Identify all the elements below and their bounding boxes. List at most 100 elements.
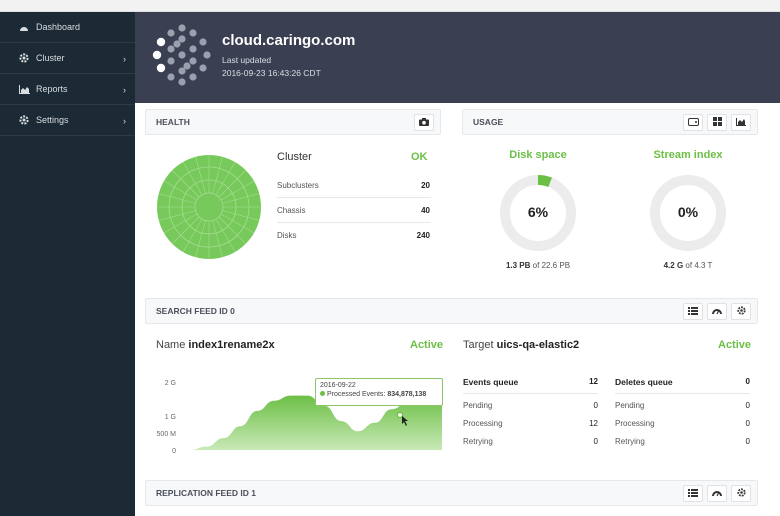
chart-icon xyxy=(18,84,30,94)
dashboard-view-button[interactable] xyxy=(707,303,727,320)
gauge-fill xyxy=(537,175,552,188)
tooltip-body: Processed Events: 834,878,138 xyxy=(320,391,438,398)
sidebar-item-settings[interactable]: Settings › xyxy=(0,105,135,136)
logo-dot xyxy=(189,45,197,53)
logo-dot xyxy=(178,24,186,32)
chassis-label: Chassis xyxy=(277,206,306,215)
search-feed-header: SEARCH FEED ID 0 xyxy=(145,298,758,324)
sidebar-item-reports[interactable]: Reports › xyxy=(0,74,135,105)
sidebar-item-label: Settings xyxy=(36,115,69,125)
logo-dot xyxy=(189,57,197,65)
sidebar-item-label: Cluster xyxy=(36,53,65,63)
events-pending-label: Pending xyxy=(463,401,493,410)
list-icon xyxy=(688,488,698,499)
logo-dot xyxy=(167,73,175,81)
events-retrying-value: 0 xyxy=(593,437,598,446)
processed-events-chart: 2 G 1 G 500 M 0 xyxy=(150,372,450,467)
hard-drive-icon xyxy=(687,117,699,128)
disks-value: 240 xyxy=(416,231,430,240)
chevron-right-icon: › xyxy=(123,116,126,126)
list-view-button[interactable] xyxy=(683,485,703,502)
usage-title: USAGE xyxy=(473,117,504,127)
sunburst-segment xyxy=(163,213,198,234)
deletes-processing-label: Processing xyxy=(615,419,655,428)
logo-dot xyxy=(203,51,211,59)
events-retrying-label: Retrying xyxy=(463,437,493,446)
camera-button[interactable] xyxy=(414,114,434,131)
sunburst-segment xyxy=(218,170,246,198)
cluster-label: Cluster xyxy=(277,151,312,163)
stream-index-title: Stream index xyxy=(653,149,723,161)
disks-label: Disks xyxy=(277,231,297,240)
y-tick-label: 500 M xyxy=(157,431,177,438)
deletes-retrying-value: 0 xyxy=(745,437,750,446)
health-panel-header: HEALTH xyxy=(145,109,441,135)
disk-space-gauge xyxy=(498,173,578,258)
gear-icon xyxy=(18,53,30,63)
logo-dot xyxy=(189,73,197,81)
y-tick-label: 1 G xyxy=(165,414,176,421)
events-pending-value: 0 xyxy=(593,401,598,410)
sunburst-segment xyxy=(222,193,260,204)
caringo-logo-icon xyxy=(149,22,215,93)
sunburst-segment xyxy=(195,156,206,194)
chevron-right-icon: › xyxy=(123,54,126,64)
sidebar-item-dashboard[interactable]: Dashboard xyxy=(0,12,135,43)
logo-dot xyxy=(167,57,175,65)
settings-button[interactable] xyxy=(731,485,751,502)
sunburst-segment xyxy=(158,210,196,221)
logo-dot xyxy=(156,37,166,47)
stream-index-percent: 0% xyxy=(677,204,699,220)
logo-dot xyxy=(178,78,186,86)
gear-icon xyxy=(736,488,746,499)
replication-feed-header: REPLICATION FEED ID 1 xyxy=(145,480,758,506)
sunburst-segment xyxy=(212,220,223,258)
sidebar-item-label: Dashboard xyxy=(36,22,81,32)
logo-dot xyxy=(178,51,186,59)
y-tick-label: 0 xyxy=(172,448,176,455)
disk-view-button[interactable] xyxy=(683,114,703,131)
subclusters-value: 20 xyxy=(421,181,430,190)
feed-target: Target uics-qa-elastic2 xyxy=(463,339,580,351)
dashboard-view-button[interactable] xyxy=(707,485,727,502)
sunburst-segment xyxy=(220,180,255,201)
divider xyxy=(277,222,431,223)
stream-index-caption: 4.2 G of 4.3 T xyxy=(663,261,713,270)
speedometer-icon xyxy=(712,489,722,499)
disk-space-percent: 6% xyxy=(527,204,549,220)
replication-feed-title: REPLICATION FEED ID 1 xyxy=(156,488,256,498)
sunburst-segment xyxy=(182,218,203,253)
deletes-pending-label: Pending xyxy=(615,401,645,410)
list-view-button[interactable] xyxy=(683,303,703,320)
events-queue-total: 12 xyxy=(589,377,598,386)
settings-button[interactable] xyxy=(731,303,751,320)
events-queue-title: Events queue xyxy=(463,377,519,387)
divider xyxy=(463,393,598,394)
gear-icon xyxy=(736,306,746,317)
sunburst-segment xyxy=(222,210,260,221)
sunburst-segment xyxy=(215,218,236,253)
events-processing-label: Processing xyxy=(463,419,503,428)
sunburst-segment xyxy=(172,170,200,198)
sunburst-segment xyxy=(158,193,196,204)
logo-dot xyxy=(199,64,207,72)
top-bar xyxy=(0,0,780,12)
y-tick-label: 2 G xyxy=(165,380,176,387)
hover-point xyxy=(396,411,404,419)
deletes-queue-title: Deletes queue xyxy=(615,377,673,387)
grid-view-button[interactable] xyxy=(707,114,727,131)
logo-dot xyxy=(178,67,186,75)
sunburst-segment xyxy=(163,180,198,201)
sidebar-item-cluster[interactable]: Cluster › xyxy=(0,43,135,74)
area-series xyxy=(190,395,442,450)
sidebar: Dashboard Cluster › Reports › Settings › xyxy=(0,12,135,516)
usage-panel-header: USAGE xyxy=(462,109,758,135)
tooltip-date: 2016-09-22 xyxy=(320,382,356,389)
chart-view-button[interactable] xyxy=(731,114,751,131)
feed-name-status: Active xyxy=(410,339,444,351)
last-updated-time: 2016-09-23 16:43:26 CDT xyxy=(222,68,321,78)
logo-dot xyxy=(199,38,207,46)
cluster-status: OK xyxy=(411,151,428,163)
sunburst-segment xyxy=(220,213,255,234)
logo-dot xyxy=(178,35,186,43)
